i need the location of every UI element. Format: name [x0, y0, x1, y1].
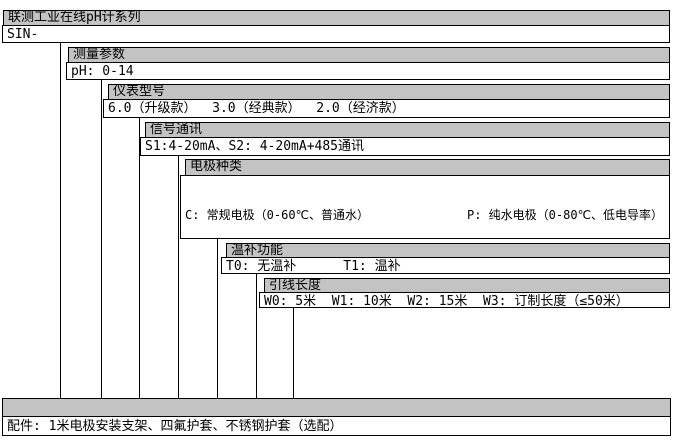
level-label-cable-length: 引线长度 [264, 278, 670, 293]
example-row: 例：SIN- pH - 6.0 - S1 - C - T0 - W0例:SIN-… [2, 398, 671, 417]
connector-line-model [139, 118, 140, 398]
electrode-option: C: 常规电极（0-60℃、普通水） [185, 207, 370, 222]
series-title: 联测工业在线pH计系列 [3, 10, 670, 26]
level-value-cable-length: W0: 5米 W1: 10米 W2: 15米 W3: 订制长度（≤50米） [259, 292, 670, 308]
level-value-temperature-compensation: T0: 无温补 T1: 温补 [221, 257, 670, 274]
level-value-electrode-type: C: 常规电极（0-60℃、普通水）P: 纯水电极（0-80℃、低电导率） F:… [180, 175, 670, 239]
level-value-measurement-parameter: pH: 0-14 [66, 62, 670, 80]
level-label-measurement-parameter: 测量参数 [68, 47, 670, 63]
level-value-signal-communication: S1:4-20mA、S2: 4-20mA+485通讯 [140, 137, 670, 156]
electrode-option: P: 纯水电极（0-80℃、低电导率） [467, 207, 664, 222]
connector-line-series [60, 43, 61, 398]
connector-line-parameter [101, 80, 102, 398]
level-label-temperature-compensation: 温补功能 [226, 243, 670, 258]
level-value-instrument-model: 6.0（升级款） 3.0（经典款） 2.0（经济款） [103, 99, 670, 118]
accessories-row: 配件: 1米电极安装支架、四氟护套、不锈钢护套（选配） [2, 416, 671, 436]
connector-line-temp-comp [256, 274, 257, 398]
connector-line-signal [178, 156, 179, 398]
level-label-signal-communication: 信号通讯 [145, 122, 670, 138]
series-prefix: SIN- [2, 25, 670, 43]
level-label-electrode-type: 电极种类 [185, 159, 670, 176]
level-label-instrument-model: 仪表型号 [108, 84, 670, 100]
connector-line-electrode [217, 239, 218, 398]
electrode-row: C: 常规电极（0-60℃、普通水） P: 纯水电极（0-80℃、低电导率） [185, 208, 669, 223]
connector-line-cable-length [293, 308, 294, 398]
